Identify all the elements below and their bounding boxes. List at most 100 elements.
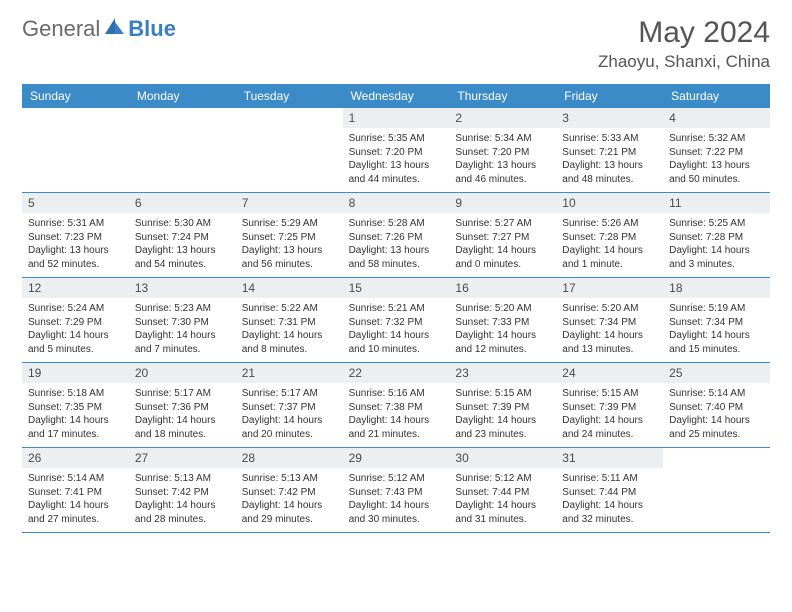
day-number: 29 (343, 448, 450, 468)
week-row: 19Sunrise: 5:18 AMSunset: 7:35 PMDayligh… (22, 363, 770, 448)
weeks-container: 1Sunrise: 5:35 AMSunset: 7:20 PMDaylight… (22, 108, 770, 533)
day-number: 13 (129, 278, 236, 298)
day-number: 27 (129, 448, 236, 468)
day-details: Sunrise: 5:13 AMSunset: 7:42 PMDaylight:… (236, 468, 343, 530)
day-cell: 20Sunrise: 5:17 AMSunset: 7:36 PMDayligh… (129, 363, 236, 447)
day-cell: 4Sunrise: 5:32 AMSunset: 7:22 PMDaylight… (663, 108, 770, 192)
day-cell: 23Sunrise: 5:15 AMSunset: 7:39 PMDayligh… (449, 363, 556, 447)
day-number: 22 (343, 363, 450, 383)
day-number: 11 (663, 193, 770, 213)
day-cell: 14Sunrise: 5:22 AMSunset: 7:31 PMDayligh… (236, 278, 343, 362)
day-header: Thursday (449, 84, 556, 108)
day-details: Sunrise: 5:34 AMSunset: 7:20 PMDaylight:… (449, 128, 556, 190)
day-header: Wednesday (343, 84, 450, 108)
day-details: Sunrise: 5:17 AMSunset: 7:36 PMDaylight:… (129, 383, 236, 445)
empty-cell (236, 108, 343, 192)
day-cell: 6Sunrise: 5:30 AMSunset: 7:24 PMDaylight… (129, 193, 236, 277)
day-cell: 18Sunrise: 5:19 AMSunset: 7:34 PMDayligh… (663, 278, 770, 362)
week-row: 5Sunrise: 5:31 AMSunset: 7:23 PMDaylight… (22, 193, 770, 278)
day-details: Sunrise: 5:15 AMSunset: 7:39 PMDaylight:… (556, 383, 663, 445)
day-details: Sunrise: 5:30 AMSunset: 7:24 PMDaylight:… (129, 213, 236, 275)
day-details: Sunrise: 5:26 AMSunset: 7:28 PMDaylight:… (556, 213, 663, 275)
day-details: Sunrise: 5:23 AMSunset: 7:30 PMDaylight:… (129, 298, 236, 360)
day-header: Sunday (22, 84, 129, 108)
sail-icon (104, 17, 126, 42)
day-cell: 17Sunrise: 5:20 AMSunset: 7:34 PMDayligh… (556, 278, 663, 362)
empty-cell (663, 448, 770, 532)
week-row: 12Sunrise: 5:24 AMSunset: 7:29 PMDayligh… (22, 278, 770, 363)
day-number: 15 (343, 278, 450, 298)
week-row: 26Sunrise: 5:14 AMSunset: 7:41 PMDayligh… (22, 448, 770, 533)
day-cell: 19Sunrise: 5:18 AMSunset: 7:35 PMDayligh… (22, 363, 129, 447)
day-details: Sunrise: 5:21 AMSunset: 7:32 PMDaylight:… (343, 298, 450, 360)
day-cell: 1Sunrise: 5:35 AMSunset: 7:20 PMDaylight… (343, 108, 450, 192)
day-cell: 30Sunrise: 5:12 AMSunset: 7:44 PMDayligh… (449, 448, 556, 532)
day-number: 7 (236, 193, 343, 213)
day-number: 17 (556, 278, 663, 298)
day-details: Sunrise: 5:28 AMSunset: 7:26 PMDaylight:… (343, 213, 450, 275)
day-header: Saturday (663, 84, 770, 108)
day-number: 23 (449, 363, 556, 383)
day-details: Sunrise: 5:31 AMSunset: 7:23 PMDaylight:… (22, 213, 129, 275)
day-details: Sunrise: 5:32 AMSunset: 7:22 PMDaylight:… (663, 128, 770, 190)
title-block: May 2024 Zhaoyu, Shanxi, China (598, 16, 770, 72)
day-cell: 21Sunrise: 5:17 AMSunset: 7:37 PMDayligh… (236, 363, 343, 447)
day-number: 5 (22, 193, 129, 213)
day-details: Sunrise: 5:19 AMSunset: 7:34 PMDaylight:… (663, 298, 770, 360)
day-number: 19 (22, 363, 129, 383)
day-cell: 12Sunrise: 5:24 AMSunset: 7:29 PMDayligh… (22, 278, 129, 362)
day-number: 3 (556, 108, 663, 128)
day-details: Sunrise: 5:27 AMSunset: 7:27 PMDaylight:… (449, 213, 556, 275)
day-details: Sunrise: 5:11 AMSunset: 7:44 PMDaylight:… (556, 468, 663, 530)
day-number: 28 (236, 448, 343, 468)
day-details: Sunrise: 5:29 AMSunset: 7:25 PMDaylight:… (236, 213, 343, 275)
day-number: 16 (449, 278, 556, 298)
day-cell: 10Sunrise: 5:26 AMSunset: 7:28 PMDayligh… (556, 193, 663, 277)
day-cell: 2Sunrise: 5:34 AMSunset: 7:20 PMDaylight… (449, 108, 556, 192)
day-header: Monday (129, 84, 236, 108)
day-details: Sunrise: 5:17 AMSunset: 7:37 PMDaylight:… (236, 383, 343, 445)
day-cell: 22Sunrise: 5:16 AMSunset: 7:38 PMDayligh… (343, 363, 450, 447)
day-cell: 29Sunrise: 5:12 AMSunset: 7:43 PMDayligh… (343, 448, 450, 532)
day-cell: 24Sunrise: 5:15 AMSunset: 7:39 PMDayligh… (556, 363, 663, 447)
day-number: 18 (663, 278, 770, 298)
day-details: Sunrise: 5:18 AMSunset: 7:35 PMDaylight:… (22, 383, 129, 445)
week-row: 1Sunrise: 5:35 AMSunset: 7:20 PMDaylight… (22, 108, 770, 193)
day-cell: 8Sunrise: 5:28 AMSunset: 7:26 PMDaylight… (343, 193, 450, 277)
day-cell: 13Sunrise: 5:23 AMSunset: 7:30 PMDayligh… (129, 278, 236, 362)
logo-text-blue: Blue (128, 16, 176, 42)
day-cell: 7Sunrise: 5:29 AMSunset: 7:25 PMDaylight… (236, 193, 343, 277)
day-cell: 28Sunrise: 5:13 AMSunset: 7:42 PMDayligh… (236, 448, 343, 532)
location: Zhaoyu, Shanxi, China (598, 52, 770, 72)
day-details: Sunrise: 5:20 AMSunset: 7:34 PMDaylight:… (556, 298, 663, 360)
day-number: 30 (449, 448, 556, 468)
day-number: 1 (343, 108, 450, 128)
empty-cell (22, 108, 129, 192)
day-number: 26 (22, 448, 129, 468)
day-cell: 3Sunrise: 5:33 AMSunset: 7:21 PMDaylight… (556, 108, 663, 192)
day-number: 20 (129, 363, 236, 383)
day-cell: 11Sunrise: 5:25 AMSunset: 7:28 PMDayligh… (663, 193, 770, 277)
day-number: 24 (556, 363, 663, 383)
logo-text-general: General (22, 16, 100, 42)
day-header: Tuesday (236, 84, 343, 108)
day-cell: 9Sunrise: 5:27 AMSunset: 7:27 PMDaylight… (449, 193, 556, 277)
logo: General Blue (22, 16, 176, 42)
day-details: Sunrise: 5:13 AMSunset: 7:42 PMDaylight:… (129, 468, 236, 530)
day-number: 10 (556, 193, 663, 213)
day-cell: 5Sunrise: 5:31 AMSunset: 7:23 PMDaylight… (22, 193, 129, 277)
empty-cell (129, 108, 236, 192)
day-details: Sunrise: 5:16 AMSunset: 7:38 PMDaylight:… (343, 383, 450, 445)
calendar: SundayMondayTuesdayWednesdayThursdayFrid… (22, 84, 770, 533)
day-details: Sunrise: 5:33 AMSunset: 7:21 PMDaylight:… (556, 128, 663, 190)
day-number: 8 (343, 193, 450, 213)
day-header: Friday (556, 84, 663, 108)
day-cell: 15Sunrise: 5:21 AMSunset: 7:32 PMDayligh… (343, 278, 450, 362)
day-details: Sunrise: 5:25 AMSunset: 7:28 PMDaylight:… (663, 213, 770, 275)
day-number: 31 (556, 448, 663, 468)
day-cell: 27Sunrise: 5:13 AMSunset: 7:42 PMDayligh… (129, 448, 236, 532)
day-cell: 25Sunrise: 5:14 AMSunset: 7:40 PMDayligh… (663, 363, 770, 447)
day-number: 14 (236, 278, 343, 298)
day-number: 6 (129, 193, 236, 213)
day-details: Sunrise: 5:12 AMSunset: 7:44 PMDaylight:… (449, 468, 556, 530)
